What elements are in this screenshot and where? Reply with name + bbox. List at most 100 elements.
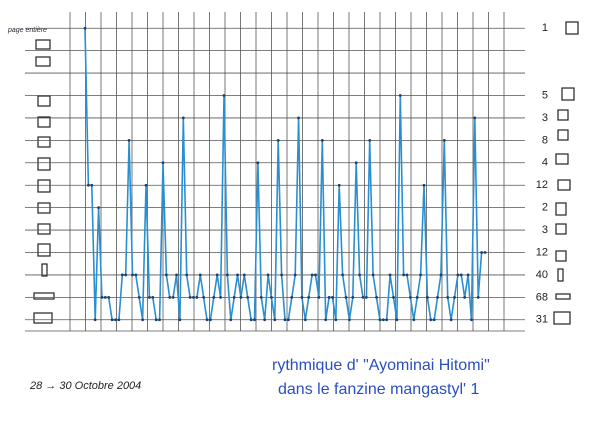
- rhythm-point: [154, 318, 158, 322]
- rhythm-point: [459, 273, 463, 277]
- date-note: 28 → 30 Octobre 2004: [29, 380, 141, 392]
- rhythm-point: [134, 273, 138, 277]
- rhythm-point: [114, 318, 117, 322]
- rhythm-point: [398, 94, 402, 97]
- rhythm-point: [103, 295, 107, 299]
- rhythm-point: [331, 295, 334, 299]
- rhythm-point: [83, 26, 87, 30]
- rhythm-point: [442, 138, 446, 142]
- rhythm-point: [317, 295, 321, 299]
- panel-icons: [33, 39, 55, 324]
- rhythm-point: [263, 318, 267, 322]
- rhythm-point: [381, 318, 385, 322]
- rhythm-point: [409, 295, 412, 299]
- rhythm-point: [209, 318, 212, 322]
- rhythm-point: [222, 94, 226, 97]
- rhythm-point: [470, 318, 473, 322]
- row-count: 3: [542, 112, 548, 124]
- rhythm-point: [307, 295, 311, 299]
- rhythm-point: [100, 295, 104, 299]
- rhythm-point: [415, 295, 419, 299]
- rhythm-point: [276, 138, 280, 142]
- rhythm-point: [483, 251, 487, 254]
- rhythm-point: [202, 295, 206, 299]
- rhythm-point: [432, 318, 436, 322]
- rhythm-point: [175, 273, 178, 277]
- rhythm-point: [422, 183, 426, 187]
- rhythm-point: [320, 138, 324, 142]
- rhythm-point: [266, 273, 270, 277]
- rhythm-line: [84, 28, 485, 321]
- rhythm-point: [453, 295, 456, 299]
- rhythm-point: [371, 273, 375, 277]
- rhythm-point: [171, 295, 175, 299]
- rhythm-point: [97, 206, 100, 210]
- rhythm-point: [463, 295, 467, 299]
- rhythm-point: [449, 318, 453, 322]
- rhythm-point: [151, 295, 155, 299]
- rhythm-point: [324, 318, 328, 322]
- rhythm-point: [283, 318, 287, 322]
- rhythm-point: [144, 183, 148, 187]
- rhythm-point: [239, 295, 243, 299]
- rhythm-point: [364, 295, 368, 299]
- rhythm-point: [280, 273, 284, 277]
- row-count: 31: [536, 314, 548, 326]
- rhythm-point: [120, 273, 124, 277]
- rhythm-point: [392, 295, 395, 299]
- count-icons: [553, 21, 579, 325]
- rhythm-point: [188, 295, 192, 299]
- rhythm-point: [192, 295, 195, 299]
- rhythm-point: [354, 161, 358, 165]
- rhythm-point: [286, 318, 290, 322]
- rhythm-point: [127, 138, 131, 142]
- rhythm-point: [86, 183, 90, 187]
- rhythm-point: [164, 273, 168, 277]
- rhythm-point: [249, 318, 253, 322]
- rhythm-point: [402, 273, 406, 277]
- rhythm-point: [253, 318, 256, 322]
- rhythm-point: [436, 295, 439, 299]
- rhythm-point: [273, 318, 277, 322]
- row-count: 8: [542, 134, 548, 146]
- rhythm-point: [303, 318, 307, 322]
- rhythm-point: [412, 318, 416, 322]
- row-count: 12: [536, 179, 548, 191]
- rhythm-point: [351, 295, 355, 299]
- row-count: 12: [536, 246, 548, 258]
- row-count: 5: [542, 89, 548, 101]
- row-count: 3: [542, 224, 548, 236]
- rhythm-point: [168, 295, 172, 299]
- rhythm-point: [310, 273, 314, 277]
- rhythm-point: [419, 273, 422, 277]
- row-count: 40: [536, 269, 548, 281]
- rhythm-point: [466, 273, 470, 277]
- rhythm-point: [358, 273, 361, 277]
- rhythm-point: [290, 295, 294, 299]
- chart-title: rythmique d' "Ayominai Hitomi": [272, 357, 490, 374]
- rhythm-point: [232, 295, 236, 299]
- rhythm-point: [480, 251, 484, 254]
- rhythm-point: [246, 295, 250, 299]
- rhythm-point: [388, 273, 392, 277]
- rhythm-point: [425, 295, 429, 299]
- rhythm-point: [124, 273, 128, 277]
- rhythm-point: [117, 318, 121, 322]
- rhythm-point: [110, 318, 114, 322]
- rhythm-point: [198, 273, 202, 277]
- rhythm-point: [297, 116, 300, 120]
- rhythm-point: [219, 295, 222, 299]
- rhythm-point: [337, 183, 341, 187]
- rhythm-point: [300, 295, 304, 299]
- rhythm-point: [293, 273, 297, 277]
- rhythm-point: [236, 273, 239, 277]
- rhythm-point: [185, 273, 189, 277]
- rhythm-point: [141, 318, 145, 322]
- rhythm-point: [93, 318, 97, 322]
- rhythm-point: [405, 273, 409, 277]
- rhythm-point: [205, 318, 209, 322]
- rhythm-point: [212, 295, 216, 299]
- row-count: 2: [542, 202, 548, 214]
- rhythm-point: [385, 318, 389, 322]
